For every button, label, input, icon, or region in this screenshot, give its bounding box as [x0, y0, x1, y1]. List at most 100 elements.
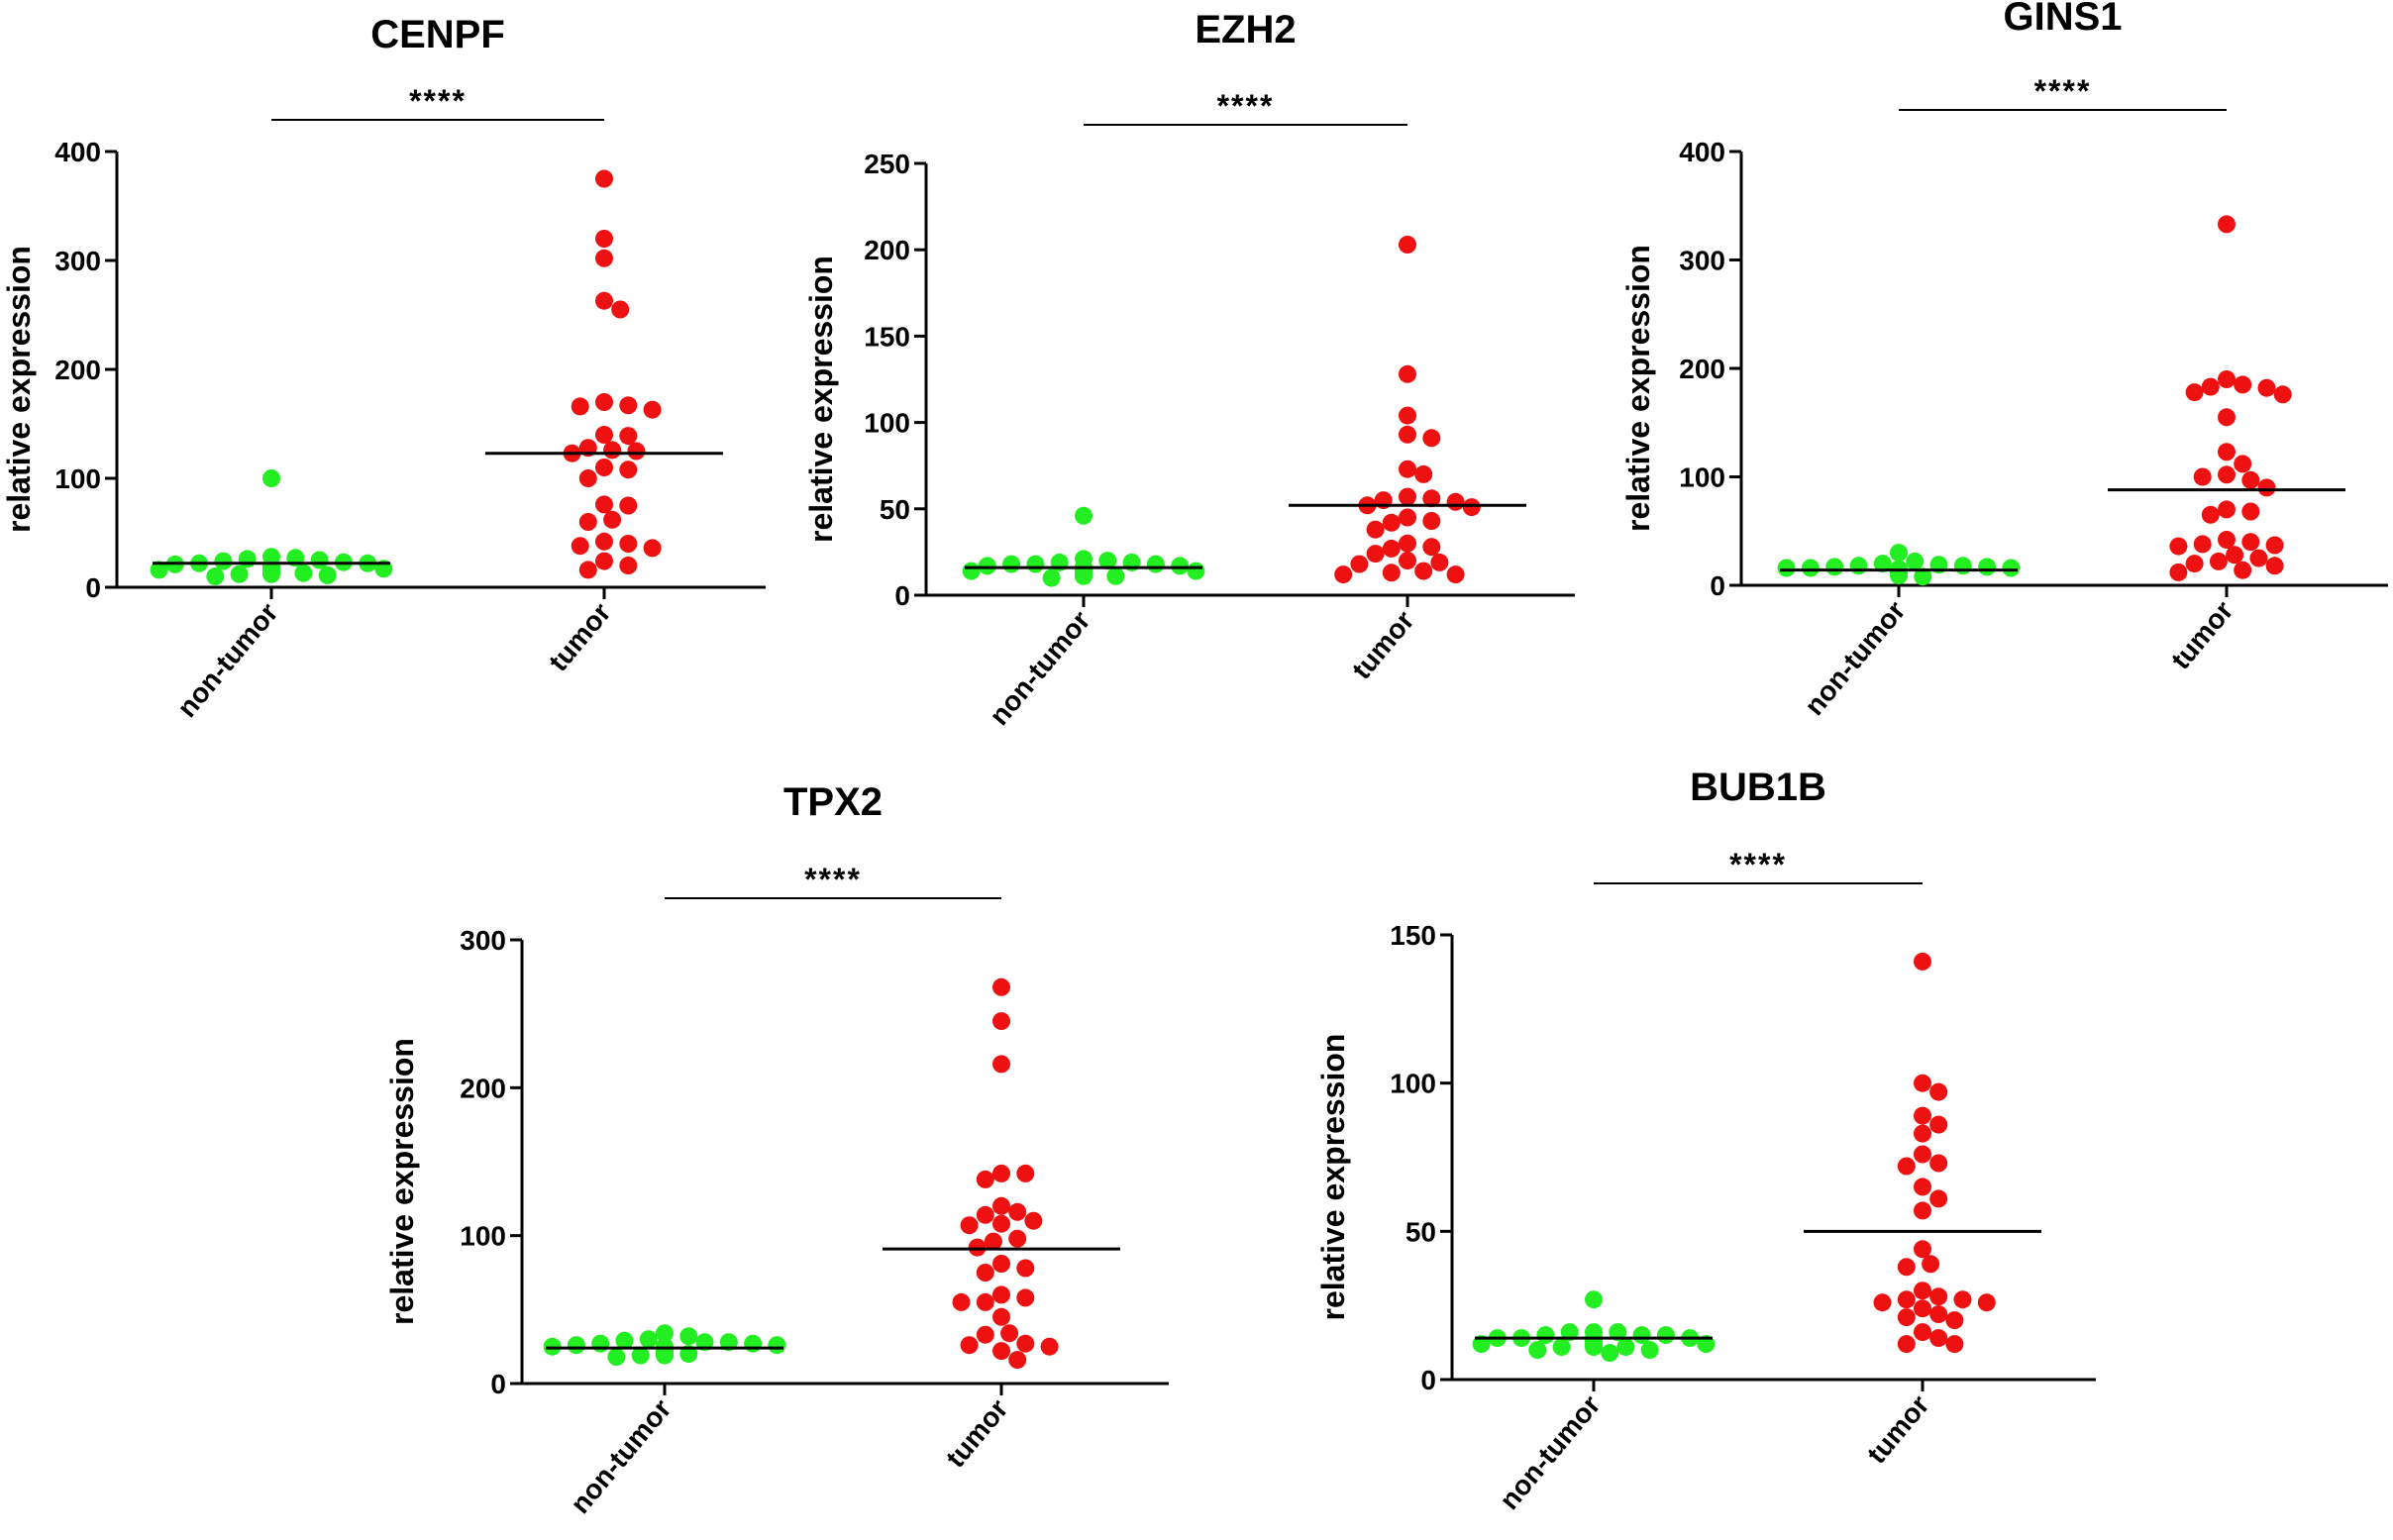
- y-tick-label: 250: [864, 149, 910, 179]
- tumor-point: [960, 1216, 979, 1235]
- x-tick-label: non-tumor: [171, 597, 284, 723]
- tumor-point: [1382, 513, 1401, 532]
- tumor-point: [1016, 1288, 1035, 1307]
- y-tick-label: 0: [490, 1369, 506, 1399]
- tumor-point: [1914, 1106, 1931, 1125]
- nontumor-point: [567, 1336, 585, 1355]
- y-tick-label: 150: [864, 321, 910, 352]
- nontumor-point: [1656, 1326, 1675, 1345]
- nontumor-point: [262, 469, 280, 487]
- nontumor-point: [1002, 555, 1021, 573]
- nontumor-point: [310, 551, 329, 569]
- tumor-point: [2218, 408, 2236, 427]
- tumor-point: [1929, 1287, 1948, 1306]
- tumor-point: [643, 539, 662, 558]
- nontumor-point: [1697, 1335, 1716, 1354]
- x-tick-label: non-tumor: [565, 1393, 677, 1519]
- panel-tpx2: TPX2 **** 0 100 200 300 relative expression non…: [384, 780, 1169, 1519]
- tumor-point: [1929, 1329, 1948, 1348]
- tumor-point: [992, 1164, 1010, 1182]
- x-tick-label: non-tumor: [1799, 595, 1912, 721]
- chart-title: EZH2: [1195, 8, 1296, 51]
- tumor-point: [2218, 500, 2236, 519]
- nontumor-point: [962, 562, 981, 580]
- tumor-point: [976, 1325, 994, 1344]
- tumor-point: [1422, 429, 1441, 448]
- tumor-point: [2241, 502, 2260, 521]
- tumor-point: [619, 427, 638, 446]
- tumor-point: [1350, 555, 1369, 573]
- y-tick-label: 0: [1420, 1365, 1436, 1395]
- tumor-point: [595, 249, 613, 267]
- tumor-point: [992, 977, 1010, 996]
- tumor-point: [1914, 1240, 1931, 1259]
- tumor-point: [2234, 455, 2252, 473]
- tumor-point: [2241, 470, 2260, 489]
- nontumor-point: [1953, 557, 1972, 575]
- nontumor-point: [591, 1334, 610, 1353]
- tumor-point: [1008, 1351, 1027, 1370]
- tumor-point: [2201, 377, 2220, 396]
- tumor-point: [952, 1292, 971, 1311]
- tumor-point: [1929, 1305, 1948, 1324]
- y-tick-label: 0: [894, 580, 910, 611]
- tumor-point: [1399, 460, 1416, 478]
- tumor-point: [1914, 1201, 1931, 1220]
- nontumor-point: [1601, 1344, 1619, 1363]
- tumor-point: [1462, 498, 1481, 517]
- tumor-point: [2193, 535, 2212, 554]
- tumor-point: [595, 230, 613, 248]
- y-tick-label: 100: [54, 463, 101, 494]
- x-tick-label: non-tumor: [1494, 1389, 1607, 1515]
- nontumor-point: [1187, 562, 1205, 580]
- y-tick-label: 300: [1679, 246, 1725, 276]
- tumor-point: [1040, 1337, 1059, 1356]
- tumor-point: [2226, 546, 2244, 565]
- nontumor-point: [1075, 506, 1092, 525]
- nontumor-point: [1632, 1326, 1651, 1345]
- tumor-point: [1897, 1335, 1916, 1354]
- y-tick-label: 0: [85, 572, 101, 603]
- tumor-point: [2249, 549, 2268, 567]
- nontumor-point: [1777, 559, 1796, 577]
- nontumor-point: [1640, 1341, 1659, 1360]
- tumor-point: [992, 1255, 1010, 1273]
- nontumor-point: [639, 1330, 658, 1349]
- tumor-point: [595, 169, 613, 188]
- tumor-point: [1914, 1282, 1931, 1300]
- tumor-point: [603, 510, 622, 529]
- tumor-point: [1399, 236, 1416, 254]
- tumor-point: [992, 1342, 1010, 1361]
- nontumor-point: [1585, 1338, 1603, 1357]
- tumor-point: [2185, 383, 2204, 402]
- significance-label: ****: [2034, 73, 2092, 109]
- chart-title: TPX2: [783, 780, 883, 824]
- nontumor-point: [1042, 568, 1061, 587]
- nontumor-point: [238, 550, 257, 568]
- nontumor-point: [1528, 1341, 1547, 1360]
- tumor-point: [1334, 565, 1353, 584]
- tumor-point: [976, 1205, 994, 1224]
- nontumor-point: [768, 1336, 786, 1355]
- tumor-point: [992, 1012, 1010, 1031]
- x-tick-label: tumor: [940, 1393, 1014, 1474]
- tumor-point: [1914, 952, 1931, 971]
- nontumor-point: [1906, 552, 1925, 570]
- nontumor-point: [230, 565, 249, 583]
- tumor-point: [2234, 561, 2252, 579]
- tumor-point: [2218, 531, 2236, 549]
- tumor-point: [595, 426, 613, 444]
- tumor-point: [1399, 364, 1416, 383]
- tumor-point: [1414, 562, 1433, 580]
- tumor-point: [1897, 1157, 1916, 1176]
- y-tick-label: 50: [880, 494, 910, 525]
- y-tick-label: 400: [54, 137, 101, 167]
- nontumor-point: [1075, 566, 1092, 585]
- nontumor-point: [1801, 559, 1820, 577]
- tumor-point: [1422, 538, 1441, 557]
- y-tick-label: 200: [54, 355, 101, 385]
- y-tick-label: 100: [1390, 1069, 1436, 1099]
- tumor-point: [578, 561, 597, 579]
- tumor-point: [1399, 508, 1416, 527]
- tumor-point: [1914, 1124, 1931, 1143]
